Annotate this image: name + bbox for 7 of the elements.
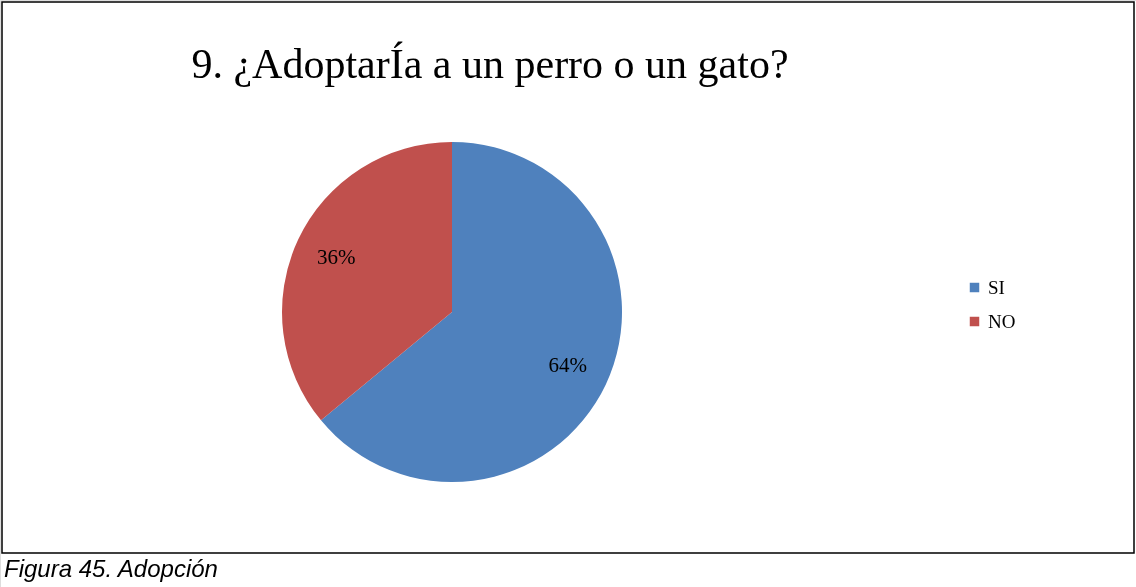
- pie-slice: [282, 142, 452, 421]
- text: Figura 45. Adopción: [4, 555, 218, 582]
- legend-label: NO: [988, 310, 1016, 332]
- chart-title: 9. ¿AdoptarÍa a un perro o un gato?: [191, 41, 789, 87]
- data-label: 64%: [548, 353, 588, 378]
- legend-label: SI: [988, 276, 1005, 298]
- data-label: 36%: [316, 244, 356, 269]
